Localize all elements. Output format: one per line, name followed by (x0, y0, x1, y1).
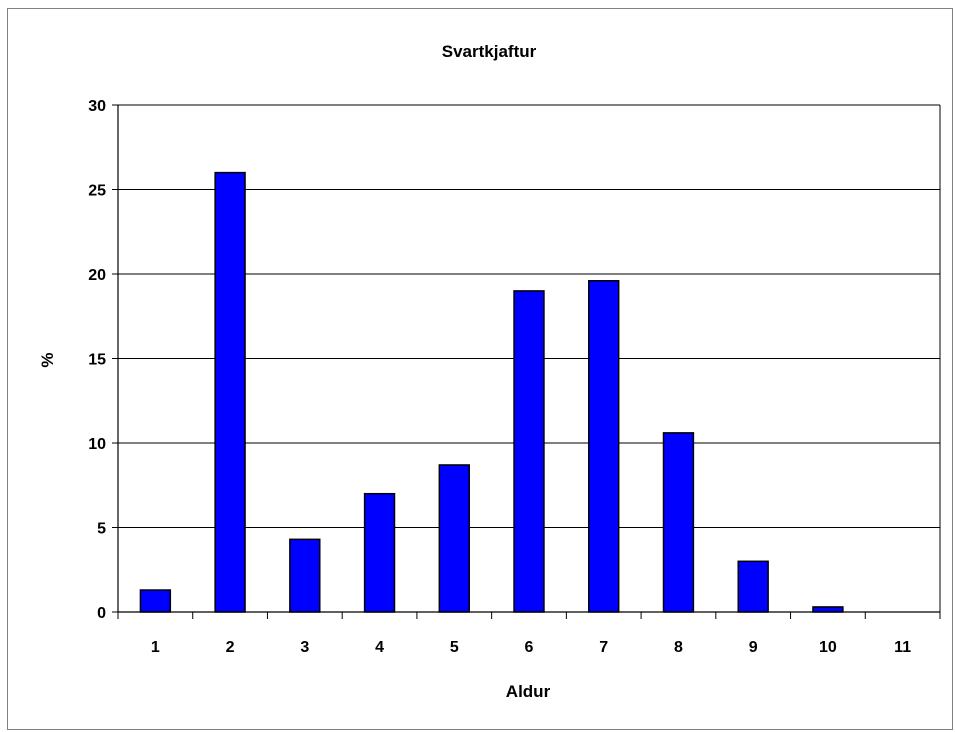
x-tick-label: 9 (749, 639, 758, 656)
axes (117, 105, 941, 619)
x-tick-labels: 1 2 3 4 5 6 7 8 9 10 11 (151, 639, 911, 656)
bar-10 (812, 606, 844, 613)
chart-title: Svartkjaftur (442, 42, 537, 61)
x-tick-label: 8 (674, 639, 683, 656)
bar-6 (513, 290, 545, 613)
bar-4 (363, 492, 396, 613)
y-axis-label: % (38, 352, 57, 367)
x-tick-label: 5 (450, 639, 459, 656)
x-tick-label: 2 (226, 639, 235, 656)
bar-3 (289, 538, 321, 613)
y-tick-label: 5 (97, 521, 106, 538)
x-tick-label: 3 (300, 639, 309, 656)
bar-1 (139, 589, 172, 613)
bar-2 (214, 171, 246, 613)
y-tick-label: 10 (88, 436, 106, 453)
bar-7 (588, 280, 620, 613)
x-tick-label: 1 (151, 639, 160, 656)
y-tick-label: 25 (88, 183, 106, 200)
bar-5 (438, 464, 470, 613)
x-tick-label: 11 (894, 639, 911, 656)
y-tick-label: 15 (88, 352, 106, 369)
y-tick-label: 30 (88, 98, 106, 115)
x-tick-label: 6 (525, 639, 534, 656)
x-tick-label: 10 (819, 639, 837, 656)
y-tick-label: 20 (88, 267, 106, 284)
y-tick-label: 0 (97, 605, 106, 622)
y-tick-labels: 0 5 10 15 20 25 30 (88, 98, 106, 622)
bar-9 (737, 560, 769, 613)
bars (139, 171, 844, 613)
x-axis-label: Aldur (506, 682, 551, 701)
bar-8 (662, 432, 695, 613)
x-tick-label: 7 (599, 639, 608, 656)
x-tick-label: 4 (375, 639, 384, 656)
